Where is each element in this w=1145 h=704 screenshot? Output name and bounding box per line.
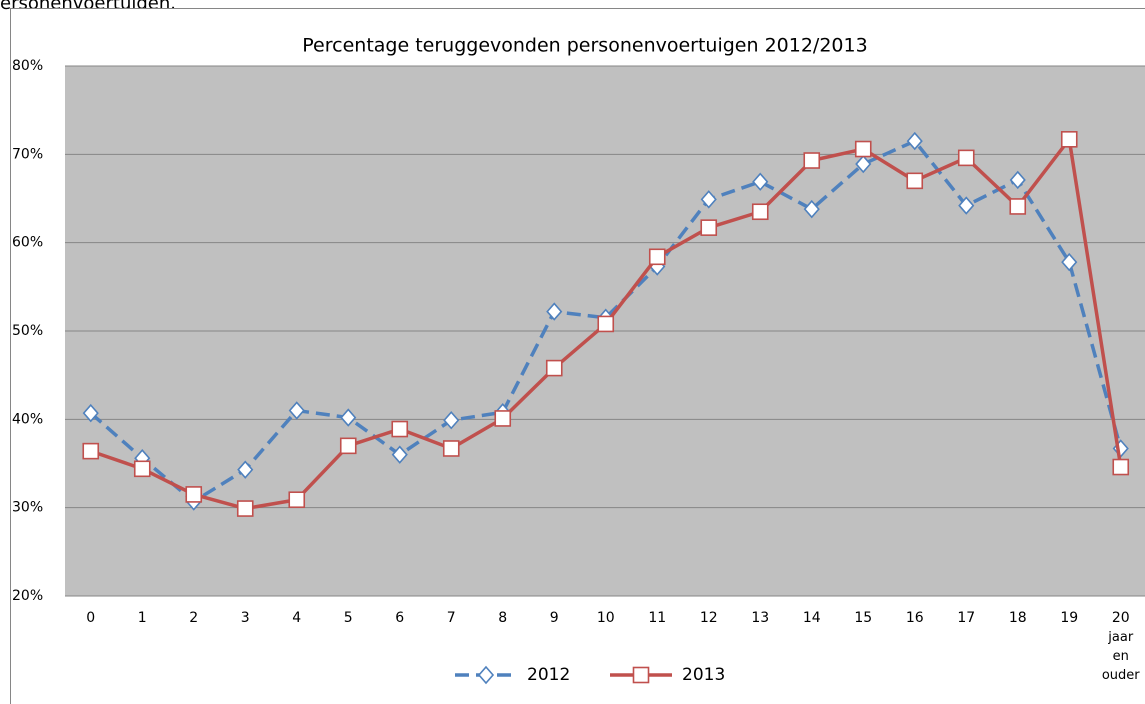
marker [339,437,357,455]
x-tick-label: 9 [550,610,559,626]
legend-label: 2013 [682,665,725,685]
marker [1009,198,1027,215]
series-line [89,139,1123,504]
marker [855,154,872,174]
x-tick-label: 0 [86,610,95,626]
x-tick-label: 1 [138,610,147,626]
x-tick-label: 13 [751,610,769,626]
x-tick-label: 14 [803,610,821,626]
x-tick-label: 15 [854,610,872,626]
x-tick-label: 20 jaar en ouder [1102,610,1140,683]
y-tick-label: 30% [12,500,43,516]
marker [1061,252,1078,272]
marker [442,440,460,457]
marker [1112,458,1130,476]
marker [237,460,254,479]
x-tick-label: 5 [344,610,353,626]
legend-marker [632,666,650,684]
marker [494,410,512,427]
marker [752,172,769,191]
marker [803,199,820,219]
marker [185,486,203,503]
marker [545,359,563,377]
x-tick-label: 12 [700,610,718,626]
marker [443,411,460,430]
marker [340,408,357,427]
x-tick-label: 17 [957,610,975,626]
x-tick-label: 10 [597,610,615,626]
y-tick-label: 50% [12,323,43,339]
marker [957,149,975,167]
marker [751,203,769,221]
marker [854,140,872,158]
x-tick-label: 6 [395,610,404,626]
x-tick-label: 18 [1009,610,1027,626]
x-tick-label: 4 [292,610,301,626]
marker [700,190,717,209]
marker [648,248,666,266]
y-tick-label: 70% [12,146,43,162]
legend-label: 2012 [527,665,570,685]
marker [546,302,563,321]
x-tick-label: 8 [498,610,507,626]
x-tick-label: 16 [906,610,924,626]
y-tick-label: 20% [12,588,43,604]
marker [906,131,923,151]
marker [288,491,306,509]
marker [1060,131,1078,148]
marker [700,219,718,236]
x-tick-label: 7 [447,610,456,626]
marker [906,172,924,190]
y-tick-label: 40% [12,411,43,427]
x-tick-label: 19 [1060,610,1078,626]
marker [288,401,305,420]
x-tick-label: 11 [648,610,666,626]
y-tick-label: 60% [12,235,43,251]
marker [1009,170,1026,190]
x-tick-label: 2 [189,610,198,626]
marker [958,196,975,215]
legend-marker [477,665,495,685]
marker [236,500,254,517]
marker [82,442,100,460]
chart-title: Percentage teruggevonden personenvoertui… [302,35,867,57]
y-tick-label: 80% [12,58,43,74]
marker [82,403,99,423]
marker [597,315,615,333]
marker [803,152,821,169]
marker [391,445,408,464]
marker [133,460,151,478]
marker [391,420,409,438]
x-tick-label: 3 [241,610,250,626]
